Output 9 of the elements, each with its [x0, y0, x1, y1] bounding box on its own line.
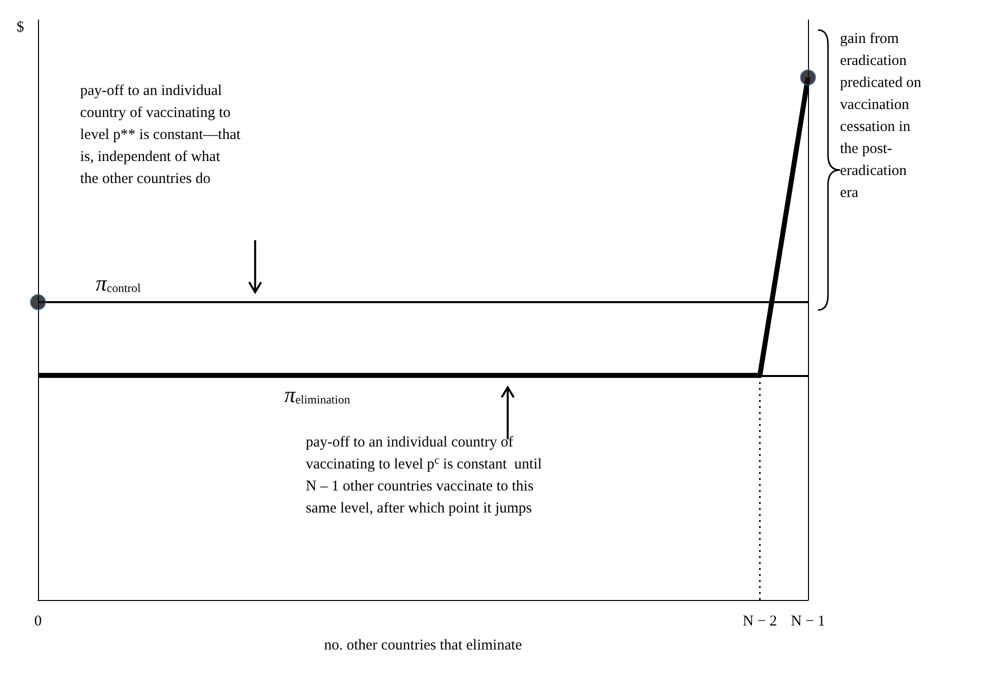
series-label: πelimination [284, 382, 350, 407]
annotation: pay-off to an individual country of vaccinating to level p** is constant—that is, independent of what the other countries do [80, 83, 242, 188]
x-tick-label: N − 2 [742, 614, 778, 630]
x-axis-title: no. other countries that eliminate [324, 638, 522, 654]
x-tick-label: 0 [34, 614, 42, 630]
y-axis-title: $ [16, 20, 24, 36]
x-tick-label: N − 1 [790, 614, 826, 630]
text: gain from eradication predicated on vaccination cessation in the post- eradication era [840, 31, 922, 201]
series-label: πcontrol [96, 270, 142, 296]
